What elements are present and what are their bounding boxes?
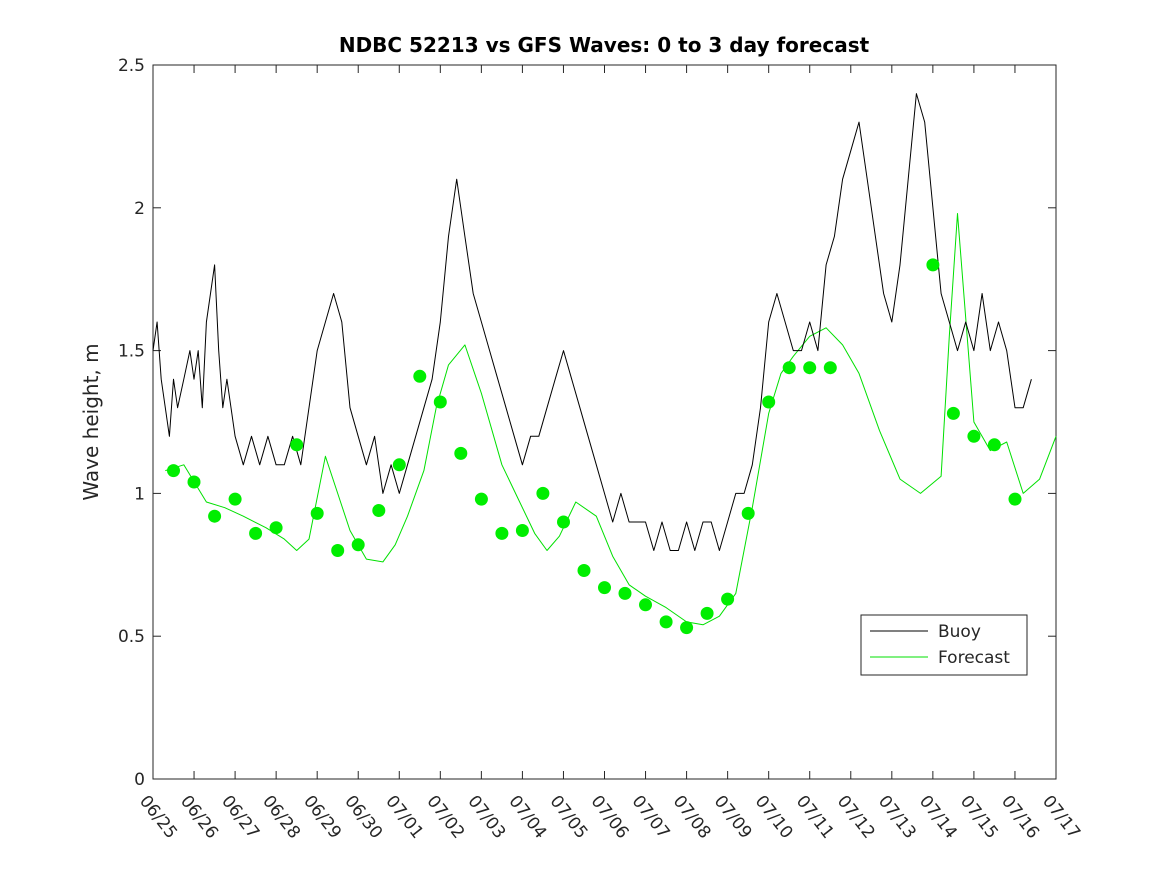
x-tick-label: 06/25 (135, 792, 181, 843)
x-tick-label: 07/15 (956, 792, 1002, 843)
forecast-point (392, 458, 406, 472)
forecast-point (310, 506, 324, 520)
forecast-point (680, 621, 694, 635)
x-tick-label: 07/16 (997, 792, 1043, 843)
forecast-point (454, 446, 468, 460)
forecast-point (987, 438, 1001, 452)
y-tick-label: 0.5 (118, 627, 145, 647)
forecast-point (598, 581, 611, 595)
legend-buoy-label: Buoy (938, 622, 981, 642)
x-tick-label: 07/10 (751, 792, 797, 843)
forecast-point (515, 524, 529, 537)
y-tick-label: 2.5 (118, 56, 145, 76)
forecast-point (618, 586, 632, 600)
forecast-point (721, 592, 735, 606)
forecast-point (946, 406, 960, 420)
y-tick-label: 0 (134, 770, 145, 790)
y-tick-label: 1 (134, 484, 145, 504)
legend-forecast-label: Forecast (938, 648, 1010, 668)
x-tick-label: 07/09 (710, 792, 756, 843)
forecast-point (351, 538, 365, 552)
x-tick-label: 07/03 (463, 792, 509, 843)
forecast-point (1008, 492, 1022, 506)
legend: Buoy Forecast (860, 614, 1028, 676)
forecast-point (741, 506, 755, 520)
forecast-point (208, 509, 222, 523)
forecast-point (557, 515, 570, 529)
forecast-point (639, 598, 652, 612)
forecast-point (474, 492, 488, 506)
forecast-point (782, 361, 796, 375)
forecast-point (433, 395, 447, 409)
series-layer (152, 93, 1057, 635)
forecast-line (165, 213, 1057, 626)
forecast-point (331, 544, 345, 557)
forecast-point (495, 526, 509, 540)
forecast-point (967, 429, 981, 443)
legend-box (860, 614, 1028, 676)
forecast-point (269, 521, 283, 535)
x-tick-label: 07/02 (422, 792, 468, 843)
forecast-point (536, 486, 550, 500)
forecast-point (187, 475, 201, 489)
x-tick-label: 07/11 (792, 792, 838, 843)
x-tick-label: 07/14 (915, 792, 961, 843)
y-tick-label: 1.5 (118, 342, 145, 362)
forecast-point (803, 361, 817, 375)
forecast-point (228, 492, 242, 506)
x-tick-label: 07/05 (546, 792, 592, 843)
forecast-point (413, 369, 427, 383)
x-tick-label: 06/29 (299, 792, 345, 843)
x-tick-label: 07/13 (874, 792, 920, 843)
x-tick-label: 07/12 (833, 792, 879, 843)
x-tick-label: 07/07 (628, 792, 674, 843)
y-tick-label: 2 (134, 199, 145, 219)
y-axis-label: Wave height, m (79, 343, 103, 500)
forecast-point (577, 564, 591, 577)
forecast-point (659, 615, 673, 629)
x-tick-label: 06/30 (340, 792, 386, 843)
forecast-point (249, 526, 263, 540)
x-tick-label: 07/17 (1038, 792, 1084, 843)
forecast-point (290, 438, 304, 452)
forecast-point (926, 258, 940, 272)
x-tick-label: 06/28 (258, 792, 304, 843)
x-tick-label: 06/26 (176, 792, 222, 843)
x-tick-label: 06/27 (217, 792, 263, 843)
buoy-line (152, 93, 1032, 551)
x-tick-label: 07/04 (504, 792, 550, 843)
x-tick-label: 07/06 (587, 792, 633, 843)
x-tick-label: 07/08 (669, 792, 715, 843)
chart-title: NDBC 52213 vs GFS Waves: 0 to 3 day fore… (339, 33, 870, 57)
forecast-point (762, 395, 776, 409)
forecast-point (372, 504, 386, 517)
forecast-point (700, 606, 714, 620)
forecast-point (167, 464, 180, 478)
forecast-point (823, 361, 837, 375)
x-tick-label: 07/01 (381, 792, 427, 843)
